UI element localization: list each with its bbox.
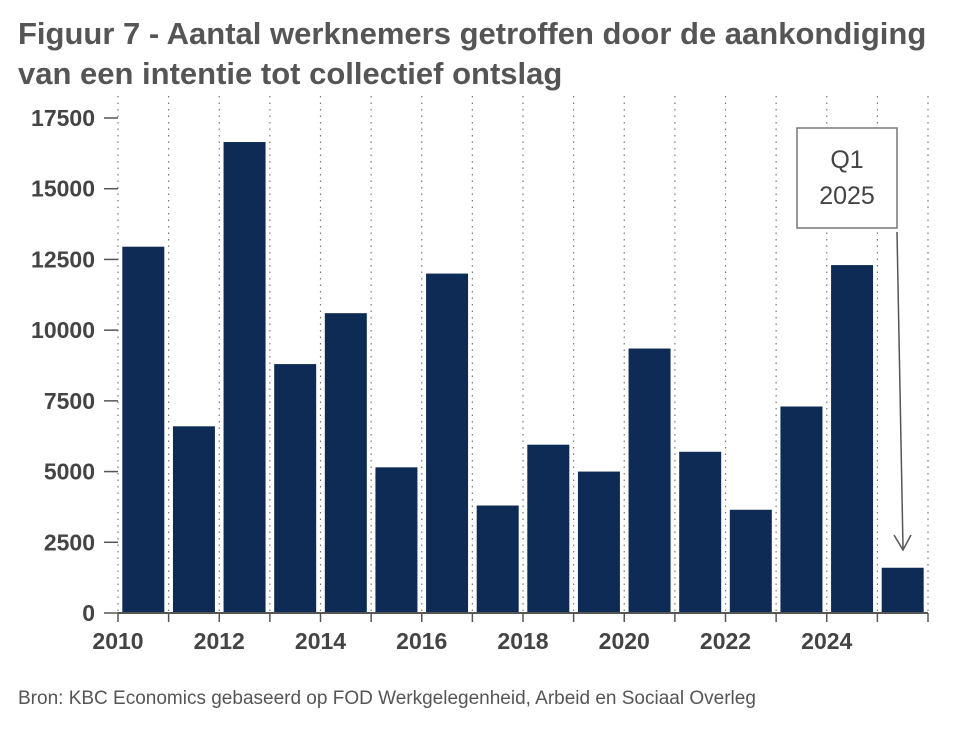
y-tick-label: 7500 (44, 388, 95, 414)
y-tick-label: 15000 (31, 176, 95, 202)
bar-2025 (881, 567, 924, 613)
bar-2011 (172, 426, 215, 613)
bar-2012 (223, 142, 266, 614)
x-tick-label: 2014 (295, 628, 346, 654)
bar-2022 (729, 509, 772, 613)
bars (122, 142, 924, 614)
y-tick-label: 2500 (44, 529, 95, 555)
axes (104, 117, 929, 622)
bar-2010 (122, 246, 165, 613)
x-tick-label: 2024 (801, 628, 852, 654)
bar-2015 (375, 467, 418, 613)
bar-2020 (628, 348, 671, 613)
bar-2014 (324, 313, 367, 613)
y-tick-label: 10000 (31, 317, 95, 343)
bar-2013 (274, 364, 317, 613)
x-tick-labels: 2010 2012 2014 2016 2018 2020 2022 2024 (92, 628, 852, 654)
annotation-arrow-shaft (896, 231, 904, 549)
y-tick-label: 17500 (31, 105, 95, 131)
q1-2025-annotation: Q1 2025 (796, 127, 912, 552)
x-tick-label: 2018 (497, 628, 548, 654)
annotation-line-1: Q1 (830, 146, 863, 174)
x-tick-label: 2012 (194, 628, 245, 654)
annotation-arrow-head (893, 534, 912, 552)
bar-2021 (679, 451, 722, 613)
bar-2023 (780, 406, 823, 613)
y-tick-label: 12500 (31, 246, 95, 272)
x-tick-label: 2016 (396, 628, 447, 654)
chart-title: Figuur 7 - Aantal werknemers getroffen d… (18, 16, 927, 91)
x-tick-label: 2022 (700, 628, 751, 654)
x-tick-label: 2020 (599, 628, 650, 654)
bar-2017 (476, 505, 519, 613)
bar-2018 (527, 444, 570, 613)
annotation-line-2: 2025 (819, 182, 875, 210)
x-tick-label: 2010 (92, 628, 143, 654)
bar-2019 (577, 471, 620, 613)
bar-2024 (831, 265, 874, 613)
bar-2016 (426, 273, 469, 613)
annotation-box (796, 127, 898, 229)
y-tick-label: 0 (82, 600, 95, 626)
y-tick-labels: 0 2500 5000 7500 10000 12500 15000 17500 (31, 105, 95, 626)
y-tick-label: 5000 (44, 459, 95, 485)
source-note: Bron: KBC Economics gebaseerd op FOD Wer… (18, 688, 756, 709)
